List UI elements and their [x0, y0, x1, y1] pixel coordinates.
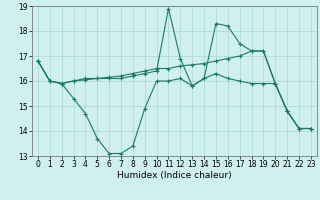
X-axis label: Humidex (Indice chaleur): Humidex (Indice chaleur): [117, 171, 232, 180]
